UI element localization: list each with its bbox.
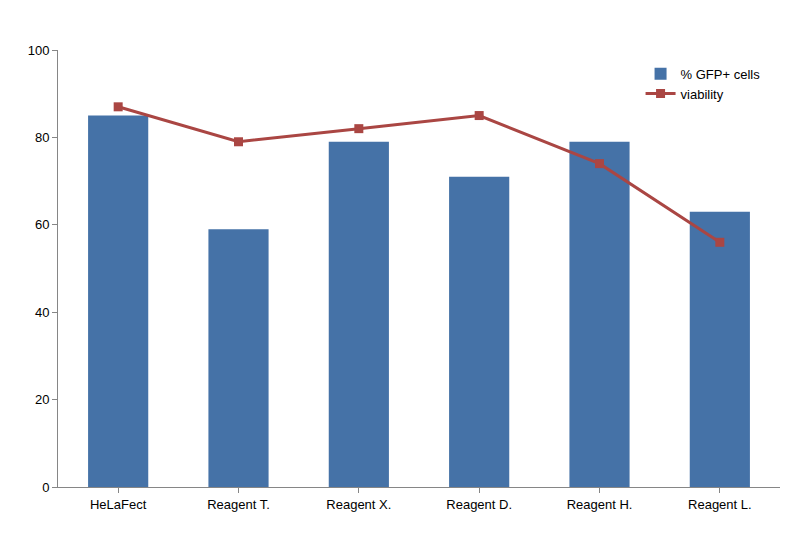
svg-text:100: 100: [28, 43, 50, 58]
svg-text:Reagent L.: Reagent L.: [688, 497, 752, 512]
svg-text:% GFP+ cells: % GFP+ cells: [681, 67, 761, 82]
svg-text:0: 0: [42, 480, 49, 495]
svg-text:60: 60: [35, 217, 49, 232]
svg-text:viability: viability: [681, 87, 724, 102]
svg-text:Reagent T.: Reagent T.: [207, 497, 270, 512]
svg-text:80: 80: [35, 130, 49, 145]
svg-text:Reagent X.: Reagent X.: [326, 497, 391, 512]
svg-text:20: 20: [35, 392, 49, 407]
svg-text:HeLaFect: HeLaFect: [90, 497, 147, 512]
svg-text:40: 40: [35, 305, 49, 320]
svg-text:Reagent H.: Reagent H.: [567, 497, 633, 512]
svg-text:Reagent D.: Reagent D.: [446, 497, 512, 512]
